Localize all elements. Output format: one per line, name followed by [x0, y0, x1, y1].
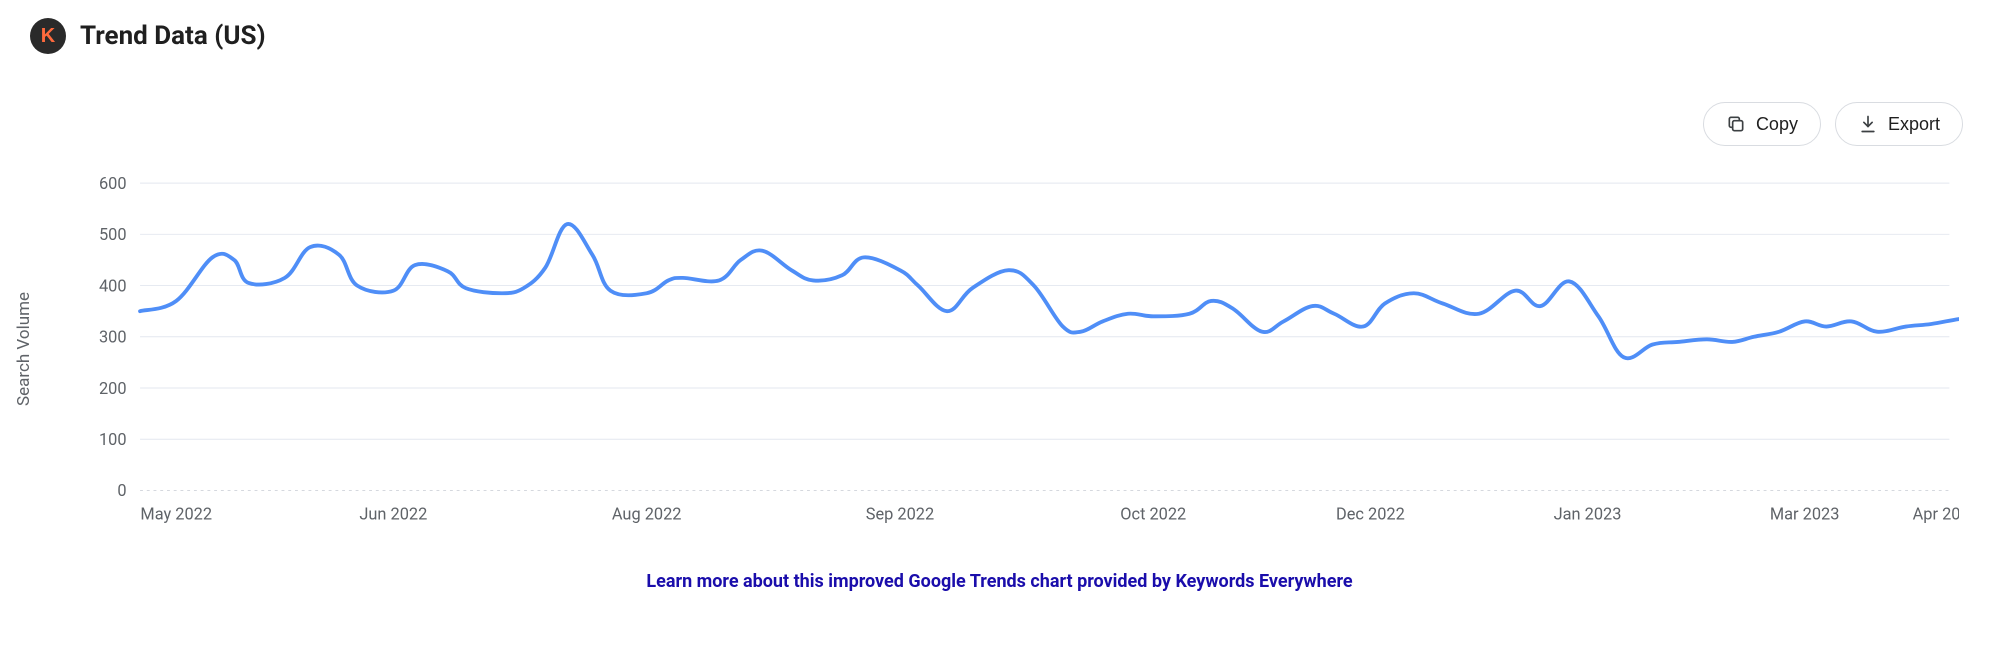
toolbar: Copy Export — [30, 102, 1963, 146]
export-button[interactable]: Export — [1835, 102, 1963, 146]
svg-text:Dec 2022: Dec 2022 — [1336, 504, 1405, 523]
trend-chart: Search Volume 0100200300400500600May 202… — [30, 156, 1969, 541]
svg-text:Aug 2022: Aug 2022 — [612, 504, 682, 523]
svg-text:May 2022: May 2022 — [140, 504, 212, 523]
svg-text:Mar 2023: Mar 2023 — [1770, 504, 1840, 523]
svg-text:100: 100 — [99, 430, 127, 449]
learn-more-link[interactable]: Learn more about this improved Google Tr… — [646, 571, 1352, 592]
svg-text:Sep 2022: Sep 2022 — [866, 504, 934, 523]
copy-icon — [1726, 114, 1746, 134]
svg-text:600: 600 — [99, 174, 127, 193]
copy-button[interactable]: Copy — [1703, 102, 1821, 146]
svg-text:0: 0 — [117, 481, 126, 500]
y-axis-label: Search Volume — [14, 291, 34, 405]
svg-text:Apr 2023: Apr 2023 — [1913, 504, 1959, 523]
chart-svg: 0 100 200 300 400 500 600 May 2022 Jun 2022 Aug 2… — [90, 156, 1959, 541]
export-label: Export — [1888, 114, 1940, 135]
svg-text:Jun 2022: Jun 2022 — [359, 504, 427, 523]
footer: Learn more about this improved Google Tr… — [30, 571, 1969, 592]
svg-text:300: 300 — [99, 328, 127, 347]
svg-text:Oct 2022: Oct 2022 — [1120, 504, 1186, 523]
download-icon — [1858, 114, 1878, 134]
svg-text:K: K — [41, 25, 56, 47]
svg-text:400: 400 — [99, 276, 127, 295]
app-logo: K — [30, 18, 66, 54]
svg-text:500: 500 — [99, 225, 127, 244]
page-title: Trend Data (US) — [80, 21, 266, 51]
copy-label: Copy — [1756, 114, 1798, 135]
svg-text:Jan 2023: Jan 2023 — [1554, 504, 1622, 523]
header: K Trend Data (US) — [30, 18, 1969, 54]
svg-text:200: 200 — [99, 379, 127, 398]
